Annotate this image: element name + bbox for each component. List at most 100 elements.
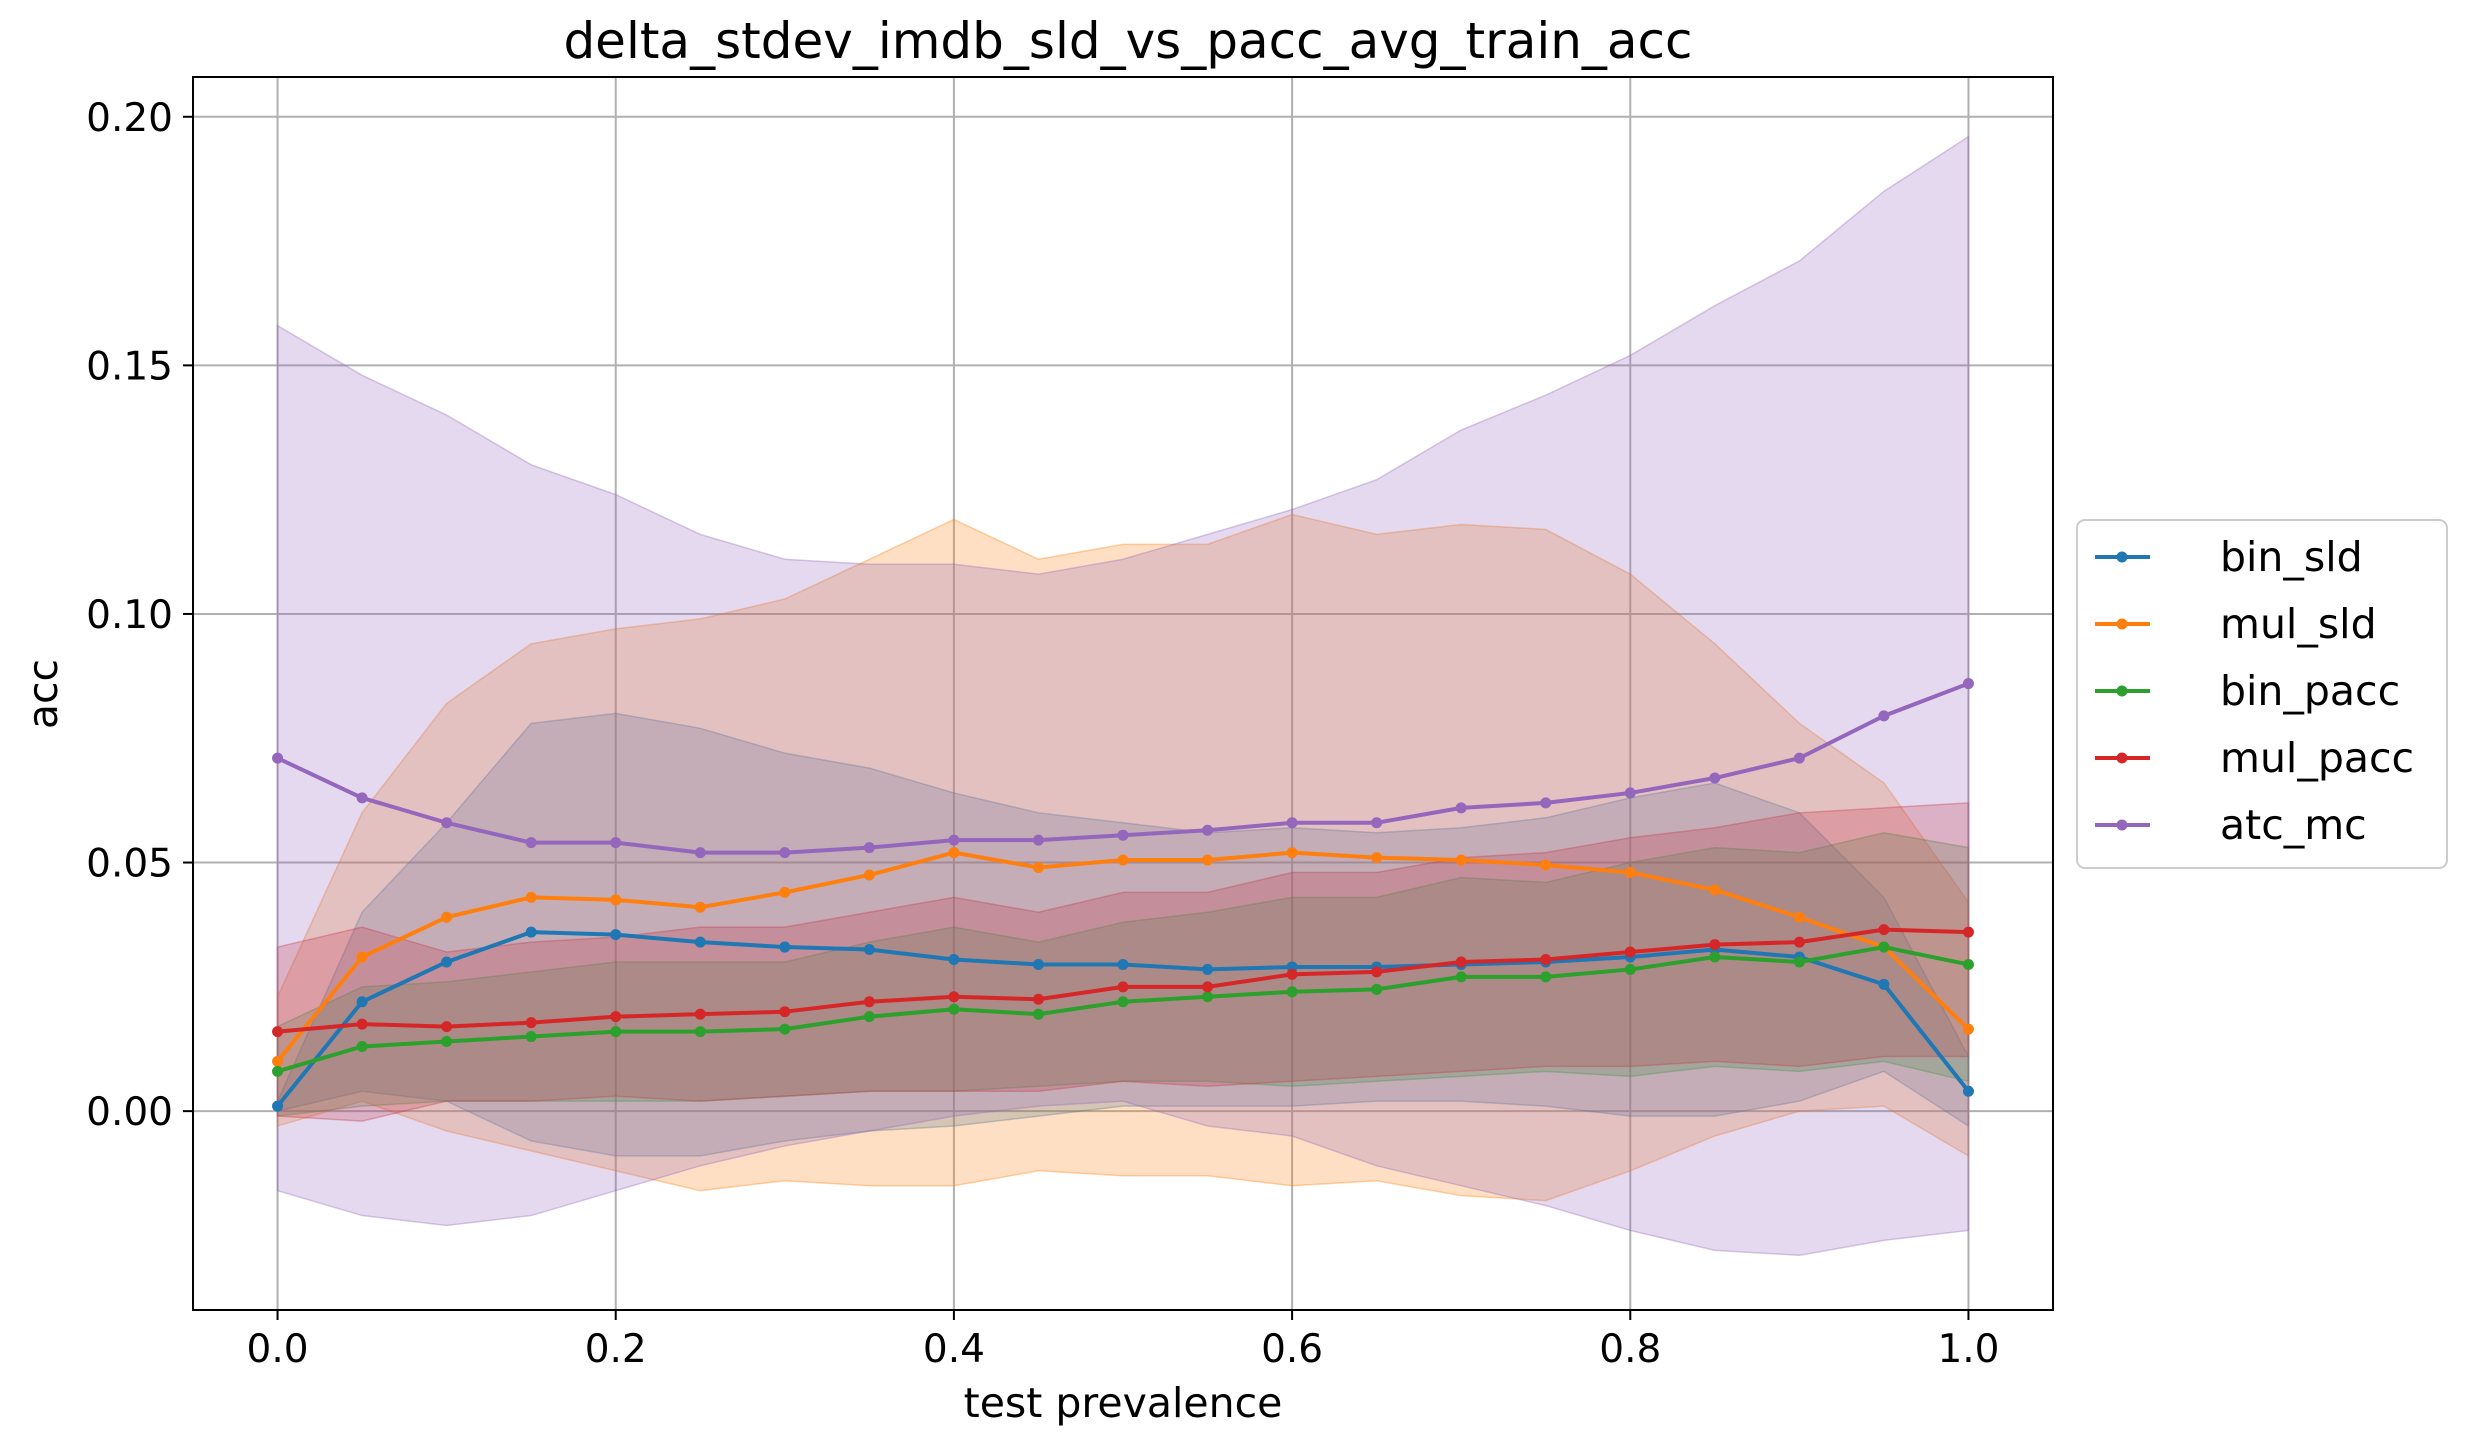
data-point-atc_mc xyxy=(948,834,960,846)
legend-label-bin_sld: bin_sld xyxy=(2220,533,2363,581)
data-point-atc_mc xyxy=(1371,817,1383,829)
data-point-bin_pacc xyxy=(441,1036,453,1048)
data-point-bin_sld xyxy=(1878,978,1890,990)
data-point-atc_mc xyxy=(525,837,537,849)
data-point-mul_pacc xyxy=(863,996,875,1008)
data-point-atc_mc xyxy=(1117,829,1129,841)
data-point-atc_mc xyxy=(863,842,875,854)
data-point-mul_pacc xyxy=(1793,936,1805,948)
data-point-mul_pacc xyxy=(1624,946,1636,958)
data-point-mul_sld xyxy=(1455,854,1467,866)
data-point-mul_pacc xyxy=(610,1011,622,1023)
data-point-bin_pacc xyxy=(356,1040,368,1052)
data-point-mul_pacc xyxy=(1202,981,1214,993)
data-point-mul_pacc xyxy=(1455,956,1467,968)
data-point-bin_sld xyxy=(779,941,791,953)
data-point-mul_pacc xyxy=(356,1018,368,1030)
data-point-mul_pacc xyxy=(779,1006,791,1018)
data-point-bin_pacc xyxy=(779,1023,791,1035)
data-point-mul_sld xyxy=(1032,862,1044,874)
data-point-bin_pacc xyxy=(1878,941,1890,953)
data-point-bin_pacc xyxy=(1032,1008,1044,1020)
band-bin_sld xyxy=(276,712,1970,1157)
legend-label-mul_sld: mul_sld xyxy=(2220,600,2377,648)
data-point-mul_sld xyxy=(1540,859,1552,871)
data-point-mul_sld xyxy=(1117,854,1129,866)
data-point-mul_sld xyxy=(863,869,875,881)
data-point-atc_mc xyxy=(610,837,622,849)
data-point-mul_pacc xyxy=(948,991,960,1003)
data-point-atc_mc xyxy=(1709,772,1721,784)
data-point-mul_sld xyxy=(1962,1023,1974,1035)
data-point-mul_sld xyxy=(694,901,706,913)
data-point-bin_pacc xyxy=(1793,956,1805,968)
data-point-mul_sld xyxy=(441,911,453,923)
data-point-bin_pacc xyxy=(1455,971,1467,983)
data-point-atc_mc xyxy=(694,847,706,859)
data-point-bin_sld xyxy=(863,944,875,956)
data-point-atc_mc xyxy=(1286,817,1298,829)
data-point-mul_pacc xyxy=(525,1017,537,1029)
data-point-bin_sld xyxy=(694,936,706,948)
data-point-bin_pacc xyxy=(1624,963,1636,975)
legend-label-atc_mc: atc_mc xyxy=(2220,801,2367,849)
grid-lines xyxy=(193,77,2053,1310)
data-point-atc_mc xyxy=(1455,802,1467,814)
data-point-atc_mc xyxy=(272,752,284,764)
data-point-bin_sld xyxy=(525,926,537,938)
data-point-atc_mc xyxy=(1878,710,1890,722)
legend: bin_sld mul_sld bin_pacc mul_pacc atc_mc xyxy=(2076,519,2448,869)
y-axis-label: acc xyxy=(19,659,67,729)
x-tick-label: 0.8 xyxy=(1599,1327,1661,1372)
data-point-bin_pacc xyxy=(1202,991,1214,1003)
y-tick-label: 0.20 xyxy=(86,96,173,141)
legend-label-bin_pacc: bin_pacc xyxy=(2220,667,2400,715)
data-point-bin_sld xyxy=(272,1100,284,1112)
y-tick-label: 0.00 xyxy=(86,1090,173,1135)
data-point-atc_mc xyxy=(1202,824,1214,836)
legend-box xyxy=(2076,519,2448,869)
data-point-mul_pacc xyxy=(1371,966,1383,978)
data-point-mul_pacc xyxy=(272,1026,284,1038)
data-point-mul_sld xyxy=(1793,911,1805,923)
data-point-atc_mc xyxy=(1962,678,1974,690)
data-point-bin_sld xyxy=(1202,963,1214,975)
data-point-mul_sld xyxy=(356,951,368,963)
data-point-mul_sld xyxy=(525,891,537,903)
data-point-bin_pacc xyxy=(525,1031,537,1043)
y-tick-label: 0.05 xyxy=(86,842,173,887)
x-tick-label: 1.0 xyxy=(1937,1327,1999,1372)
data-point-mul_pacc xyxy=(1117,981,1129,993)
legend-label-mul_pacc: mul_pacc xyxy=(2220,734,2414,782)
plot-frame xyxy=(192,76,2054,1311)
x-tick-label: 0.0 xyxy=(247,1327,309,1372)
data-point-atc_mc xyxy=(356,792,368,804)
data-point-mul_sld xyxy=(610,894,622,906)
data-point-bin_pacc xyxy=(610,1026,622,1038)
axis-ticks: 0.0 0.2 0.4 0.6 0.8 1.0 0.00 0.05 0.10 0.15 0.20 xyxy=(86,96,1999,1372)
data-point-mul_sld xyxy=(1286,847,1298,859)
data-point-atc_mc xyxy=(1793,752,1805,764)
data-point-mul_pacc xyxy=(1709,939,1721,951)
chart-title: delta_stdev_imdb_sld_vs_pacc_avg_train_a… xyxy=(563,12,1692,70)
data-point-bin_sld xyxy=(356,996,368,1008)
data-point-bin_pacc xyxy=(1371,983,1383,995)
data-point-bin_pacc xyxy=(1286,986,1298,998)
data-point-mul_pacc xyxy=(1962,926,1974,938)
x-tick-label: 0.2 xyxy=(585,1327,647,1372)
legend-marker-mul_pacc xyxy=(2116,752,2128,764)
data-point-bin_sld xyxy=(610,929,622,941)
data-point-bin_pacc xyxy=(1709,951,1721,963)
data-point-atc_mc xyxy=(1540,797,1552,809)
data-point-mul_pacc xyxy=(694,1008,706,1020)
data-point-mul_sld xyxy=(272,1055,284,1067)
band-bin_pacc xyxy=(276,831,1970,1117)
data-point-bin_sld xyxy=(948,953,960,965)
legend-marker-atc_mc xyxy=(2116,819,2128,831)
data-point-atc_mc xyxy=(441,817,453,829)
data-point-mul_sld xyxy=(1371,852,1383,864)
data-point-mul_sld xyxy=(779,886,791,898)
data-point-mul_pacc xyxy=(1540,953,1552,965)
x-axis-label: test prevalence xyxy=(964,1379,1283,1427)
